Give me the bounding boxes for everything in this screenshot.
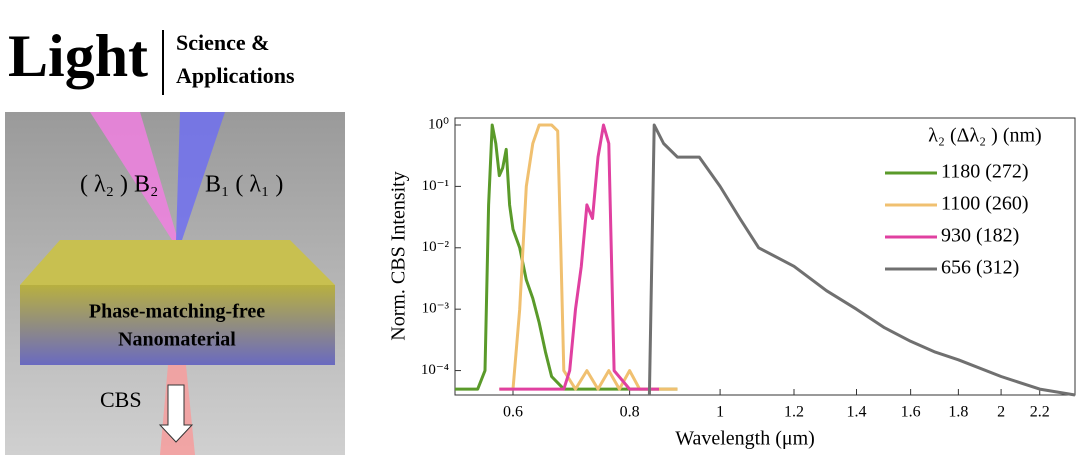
logo-line: Applications	[176, 63, 295, 88]
logo-line: Science &	[176, 30, 269, 55]
legend-label: 656 (312)	[941, 257, 1019, 279]
beam-b1	[176, 112, 225, 240]
x-tick-label: 1.8	[948, 404, 968, 421]
legend-label: 1180 (272)	[941, 161, 1029, 183]
legend-label: 930 (182)	[941, 225, 1019, 247]
output-label: CBS	[100, 387, 142, 412]
plot-frame	[454, 117, 1076, 396]
beam-label: ( λ₂ ) B₂	[80, 172, 158, 198]
y-tick-label: 10⁻¹	[422, 178, 449, 194]
x-tick-label: 1.4	[846, 404, 866, 421]
x-tick-label: 1	[716, 404, 724, 421]
material-label: Nanomaterial	[118, 329, 236, 351]
x-axis-label: Wavelength (μm)	[675, 428, 815, 450]
series-line	[455, 123, 678, 391]
x-tick-label: 1.6	[901, 404, 921, 421]
slab-top	[20, 240, 335, 285]
y-tick-label: 10⁻³	[422, 301, 450, 317]
y-axis-label: Norm. CBS Intensity	[388, 171, 410, 340]
y-tick-label: 10⁻²	[422, 239, 450, 255]
series-line	[499, 123, 659, 391]
legend-label: 1100 (260)	[941, 193, 1029, 215]
slab-side	[20, 285, 335, 365]
beam-b2	[90, 112, 178, 240]
logo-name: Light	[8, 23, 148, 89]
series-line	[499, 123, 678, 391]
x-tick-label: 1.2	[784, 404, 804, 421]
series-line	[647, 123, 1076, 397]
x-tick-label: 0.6	[503, 404, 523, 421]
y-tick-label: 10⁻⁴	[421, 362, 449, 378]
legend-title: λ₂ (Δλ₂ ) (nm)	[928, 125, 1041, 147]
output-arrow	[158, 384, 194, 443]
x-tick-label: 0.8	[620, 404, 640, 421]
illustration: ( λ₂ ) B₂ B₁ ( λ₁ ) Phase-matching-free …	[5, 112, 345, 455]
beam-label: B₁ ( λ₁ )	[205, 172, 283, 198]
material-label: Phase-matching-free	[89, 301, 265, 323]
y-tick-label: 10⁰	[428, 116, 449, 132]
x-tick-label: 2	[997, 404, 1005, 421]
x-tick-label: 2.2	[1030, 404, 1050, 421]
